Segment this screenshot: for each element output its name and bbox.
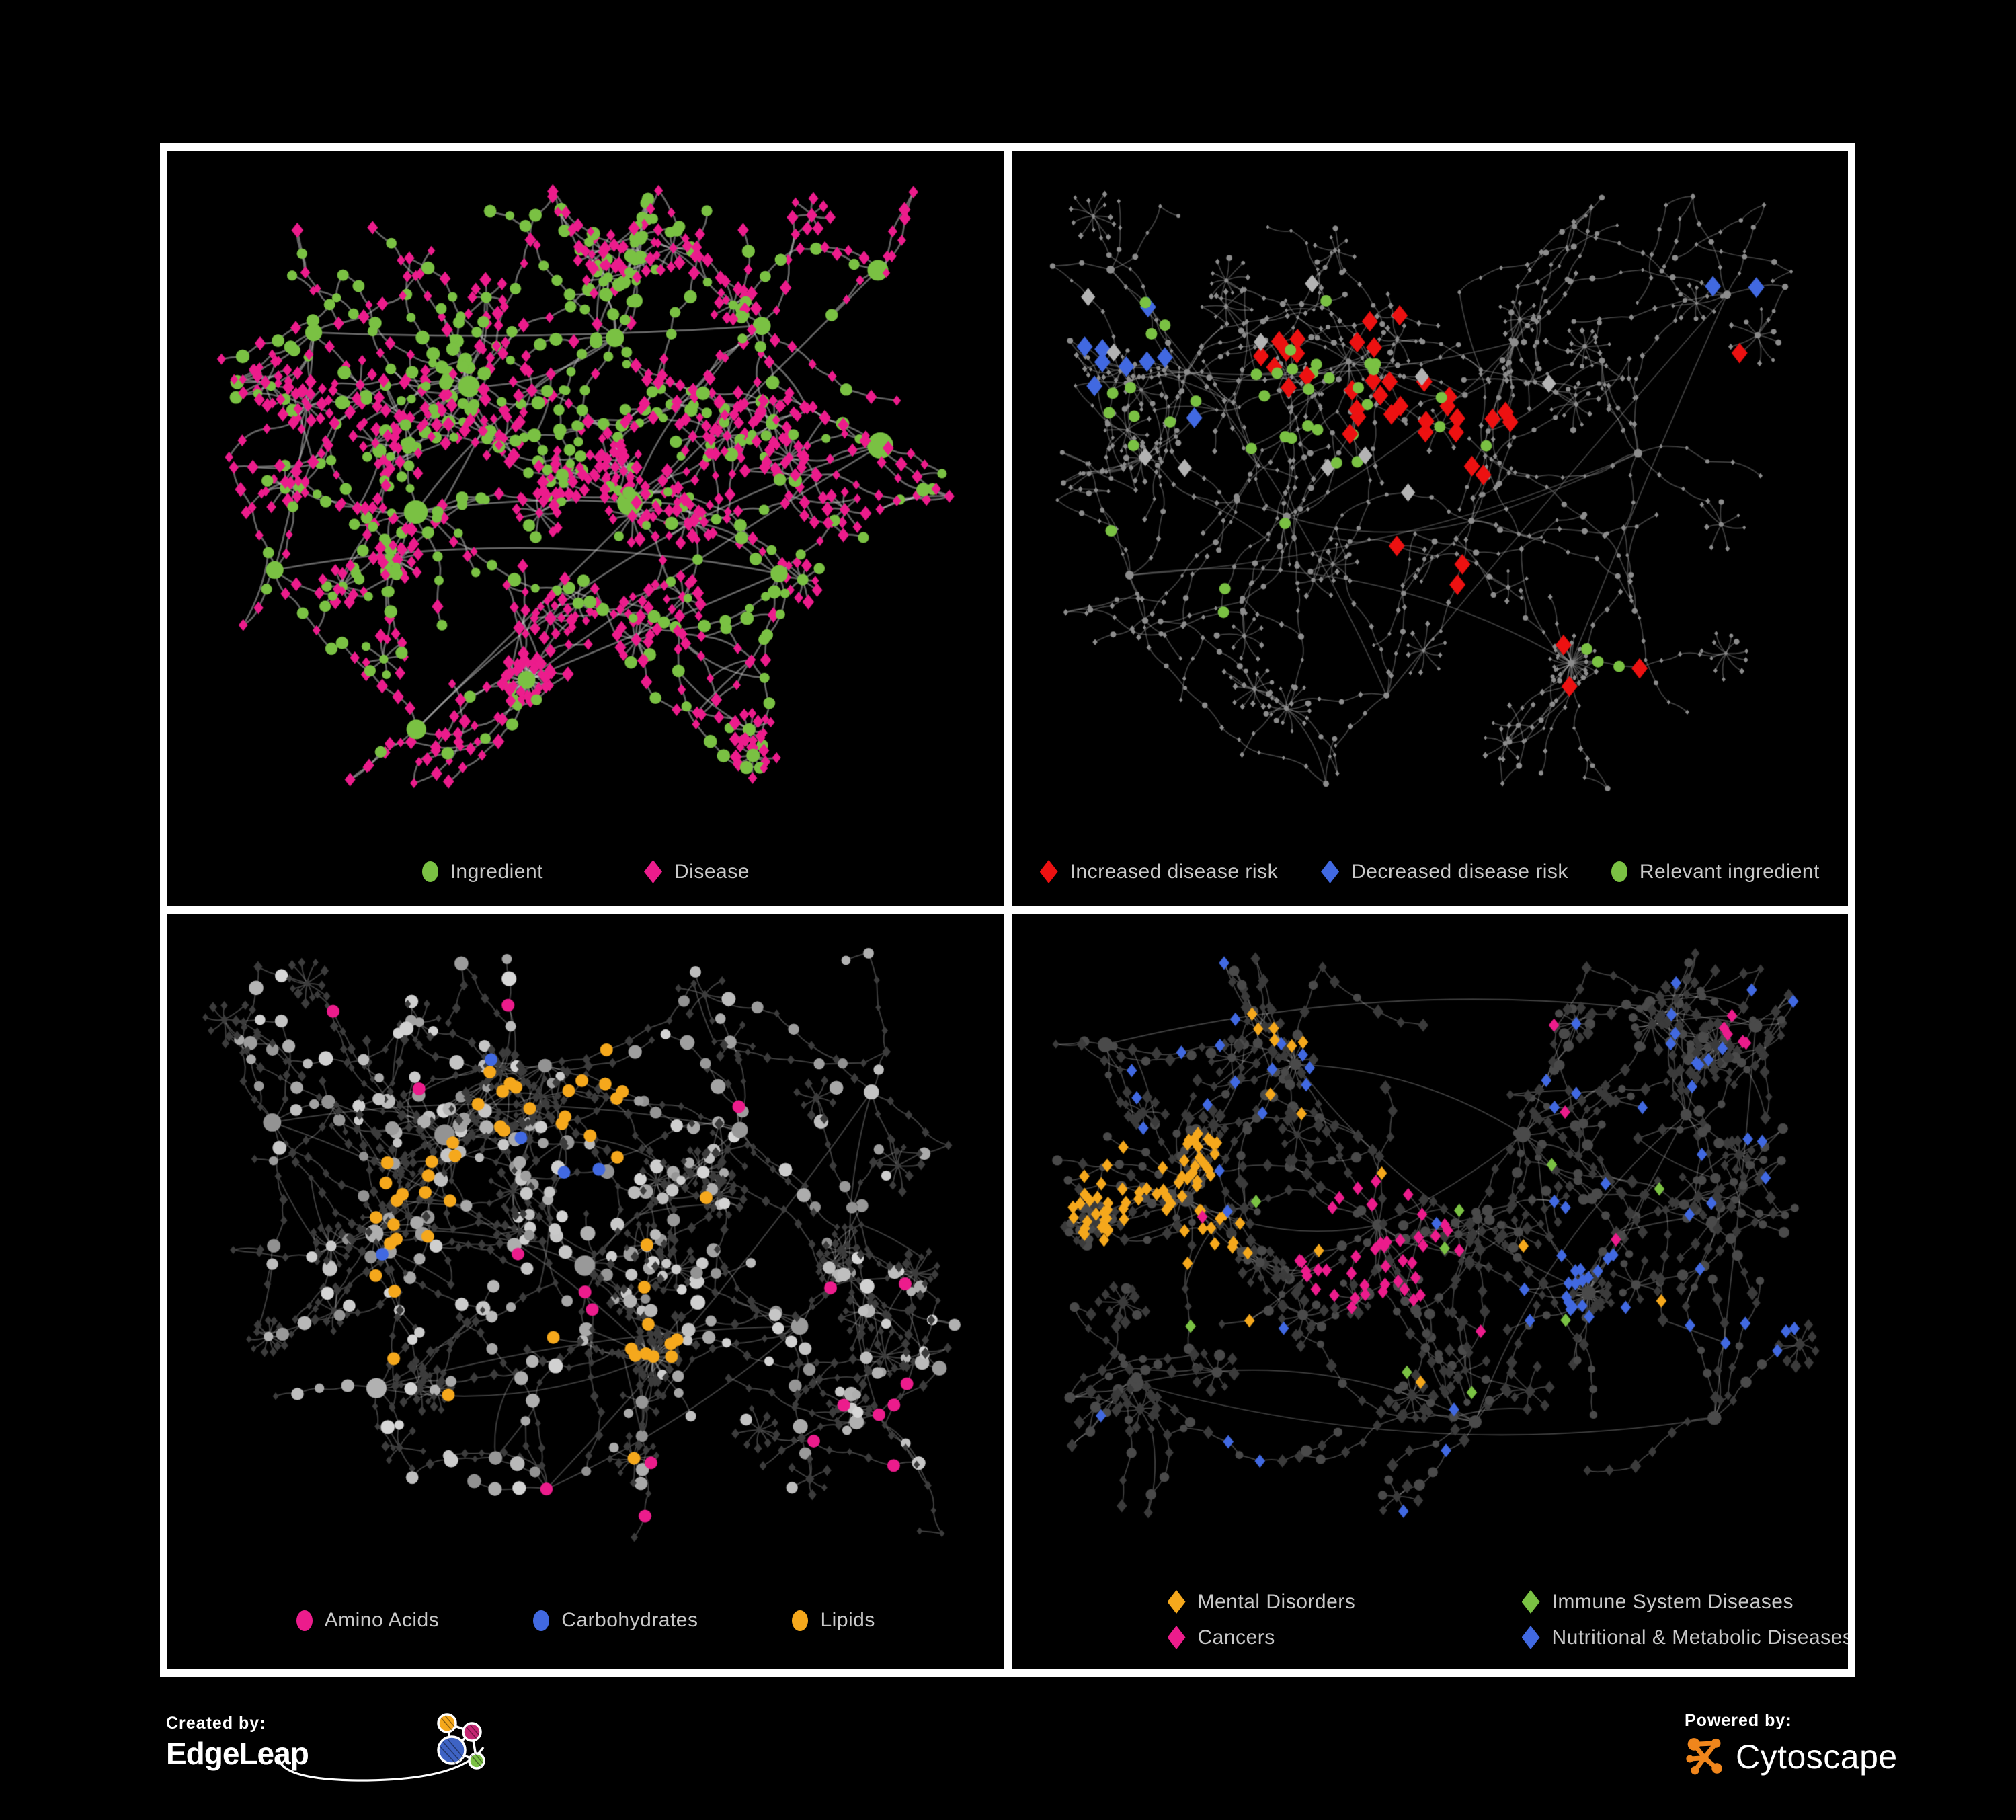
created-by-block: Created by: EdgeLeap	[166, 1713, 516, 1808]
legend-swatch-diamond-icon	[1167, 1590, 1186, 1614]
legend-item: Mental Disorders	[1167, 1590, 1522, 1614]
legend-label: Disease	[674, 860, 750, 883]
legend-label: Cancers	[1197, 1626, 1275, 1649]
legend-label: Lipids	[820, 1609, 875, 1631]
legend-item: Nutritional & Metabolic Diseases	[1521, 1626, 1849, 1649]
legend-swatch-diamond-icon	[1521, 1626, 1540, 1649]
created-by-label: Created by:	[166, 1714, 266, 1733]
disease-risk-legend: Increased disease risk Decreased disease …	[1012, 860, 1849, 883]
disease-class-legend: Mental Disorders Immune System Diseases Ca…	[1167, 1590, 1849, 1649]
legend-swatch-circle-icon	[1611, 861, 1627, 882]
edgeleap-wordmark: EdgeLeap	[166, 1736, 309, 1771]
legend-swatch-diamond-icon	[1521, 1590, 1540, 1614]
figure-grid: Ingredient Disease Increased disease risk…	[160, 143, 1855, 1677]
legend-label: Immune System Diseases	[1551, 1590, 1793, 1613]
legend-label: Relevant ingredient	[1639, 860, 1820, 883]
legend-label: Increased disease risk	[1070, 860, 1279, 883]
nutrient-class-network-canvas	[167, 914, 1004, 1669]
nutrient-class-legend: Amino Acids Carbohydrates Lipids	[167, 1609, 1004, 1632]
legend-item: Amino Acids	[296, 1609, 440, 1632]
legend-item: Carbohydrates	[533, 1609, 698, 1632]
panel-ingredient-disease: Ingredient Disease	[167, 151, 1004, 906]
panel-disease-classes: Mental Disorders Immune System Diseases Ca…	[1011, 914, 1849, 1669]
legend-label: Nutritional & Metabolic Diseases	[1551, 1626, 1849, 1649]
legend-item: Lipids	[792, 1609, 875, 1632]
legend-item: Cancers	[1167, 1626, 1522, 1649]
legend-swatch-diamond-icon	[1039, 860, 1058, 883]
legend-swatch-circle-icon	[421, 861, 438, 882]
legend-item: Ingredient	[421, 860, 544, 883]
legend-swatch-diamond-icon	[1321, 860, 1340, 883]
legend-swatch-circle-icon	[792, 1610, 809, 1631]
legend-item: Relevant ingredient	[1611, 861, 1820, 883]
legend-item: Immune System Diseases	[1521, 1590, 1849, 1614]
panel-nutrient-classes: Amino Acids Carbohydrates Lipids	[167, 914, 1004, 1669]
ingredient-disease-legend: Ingredient Disease	[167, 860, 1004, 883]
disease-class-network-canvas	[1011, 914, 1848, 1669]
powered-by-label: Powered by:	[1685, 1711, 1792, 1730]
cytoscape-wordmark: Cytoscape	[1736, 1738, 1898, 1776]
disease-risk-network-canvas	[1011, 151, 1848, 906]
panel-disease-risk: Increased disease risk Decreased disease …	[1011, 151, 1849, 906]
legend-item: Disease	[644, 860, 750, 883]
legend-label: Ingredient	[450, 860, 544, 883]
legend-swatch-diamond-icon	[644, 860, 663, 883]
legend-swatch-circle-icon	[296, 1610, 313, 1631]
ingredient-disease-network-canvas	[167, 151, 1004, 906]
powered-by-block: Powered by: Cytoscape	[1685, 1711, 1898, 1779]
cytoscape-logo-icon	[1686, 1738, 1722, 1775]
legend-label: Decreased disease risk	[1351, 860, 1568, 883]
legend-item: Increased disease risk	[1039, 860, 1279, 883]
legend-label: Mental Disorders	[1197, 1590, 1356, 1613]
legend-item: Decreased disease risk	[1321, 860, 1568, 883]
legend-label: Amino Acids	[324, 1609, 440, 1631]
legend-swatch-diamond-icon	[1167, 1626, 1186, 1649]
legend-swatch-circle-icon	[533, 1610, 550, 1631]
legend-label: Carbohydrates	[561, 1609, 698, 1631]
